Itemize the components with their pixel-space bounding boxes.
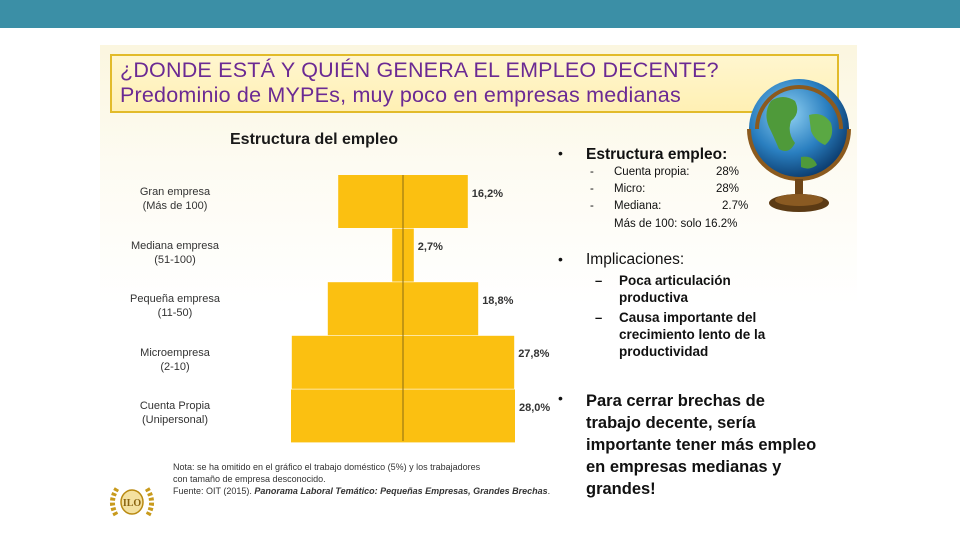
chart-note: Nota: se ha omitido en el gráfico el tra…	[173, 461, 573, 497]
value-label-0: 16,2%	[471, 187, 503, 200]
value-label-3: 27,8%	[518, 348, 550, 361]
slide-subtitle: Predominio de MYPEs, muy poco en empresa…	[120, 83, 681, 107]
bullet-structure-title: Estructura empleo:	[586, 146, 728, 163]
note-line-2: con tamaño de empresa desconocido.	[173, 474, 326, 484]
implication-2: Causa importante del crecimiento lento d…	[619, 310, 766, 359]
note-source: Fuente: OIT (2015). Panorama Laboral Tem…	[173, 486, 551, 496]
implication-dash-2: –	[595, 310, 603, 325]
value-label-1: 2,7%	[417, 241, 443, 254]
ilo-logo: ILO	[110, 485, 154, 517]
svg-text:ILO: ILO	[123, 498, 142, 509]
implication-1: Poca articulación productiva	[619, 273, 731, 305]
category-sub-2: (11-50)	[157, 307, 193, 320]
category-name-3: Microempresa	[140, 346, 210, 359]
bullet-implications-title: Implicaciones:	[586, 251, 685, 268]
structure-extra: Más de 100: solo 16.2%	[614, 218, 738, 230]
category-label-3: Microempresa (2-10)	[100, 346, 255, 374]
category-sub-4: (Unipersonal)	[141, 414, 209, 427]
category-label-1: Mediana empresa (51-100)	[100, 239, 255, 267]
bullet-marker-2: •	[558, 251, 563, 267]
structure-label-1: Cuenta propia:	[614, 166, 690, 178]
structure-label-2: Micro:	[614, 183, 646, 195]
bullet-conclusion: Para cerrar brechas de trabajo decente, …	[586, 392, 817, 498]
value-label-4: 28,0%	[519, 401, 551, 414]
value-label-2: 18,8%	[482, 294, 514, 307]
structure-value-2: 28%	[716, 183, 740, 195]
category-sub-3: (2-10)	[160, 360, 190, 373]
structure-dash-2: -	[590, 183, 594, 195]
title-box: ¿DONDE ESTÁ Y QUIÉN GENERA EL EMPLEO DEC…	[110, 54, 839, 113]
category-name-0: Gran empresa	[139, 186, 211, 198]
structure-dash-1: -	[590, 166, 594, 178]
slide-title: ¿DONDE ESTÁ Y QUIÉN GENERA EL EMPLEO DEC…	[120, 58, 719, 82]
category-sub-1: (51-100)	[154, 253, 196, 266]
globe-icon	[747, 79, 851, 212]
structure-value-3: 2.7%	[722, 200, 749, 212]
slide-image: ¿DONDE ESTÁ Y QUIÉN GENERA EL EMPLEO DEC…	[100, 45, 857, 521]
category-name-4: Cuenta Propia	[139, 400, 211, 413]
category-label-0: Gran empresa (Más de 100)	[100, 185, 255, 213]
category-label-4: Cuenta Propia (Unipersonal)	[100, 399, 255, 427]
category-name-2: Pequeña empresa	[130, 293, 220, 306]
category-sub-0: (Más de 100)	[142, 200, 208, 212]
implication-dash-1: –	[595, 273, 603, 288]
note-line-1: Nota: se ha omitido en el gráfico el tra…	[173, 462, 481, 472]
bullet-marker-1: •	[558, 145, 563, 161]
category-name-1: Mediana empresa	[130, 239, 220, 252]
bullet-marker-3: •	[558, 390, 563, 406]
category-label-2: Pequeña empresa (11-50)	[100, 292, 255, 320]
structure-label-3: Mediana:	[614, 200, 662, 212]
structure-dash-3: -	[590, 200, 594, 212]
structure-value-1: 28%	[716, 166, 740, 178]
chart-title: Estructura del empleo	[230, 131, 399, 148]
top-banner	[0, 0, 960, 28]
chart-plot	[291, 175, 515, 443]
